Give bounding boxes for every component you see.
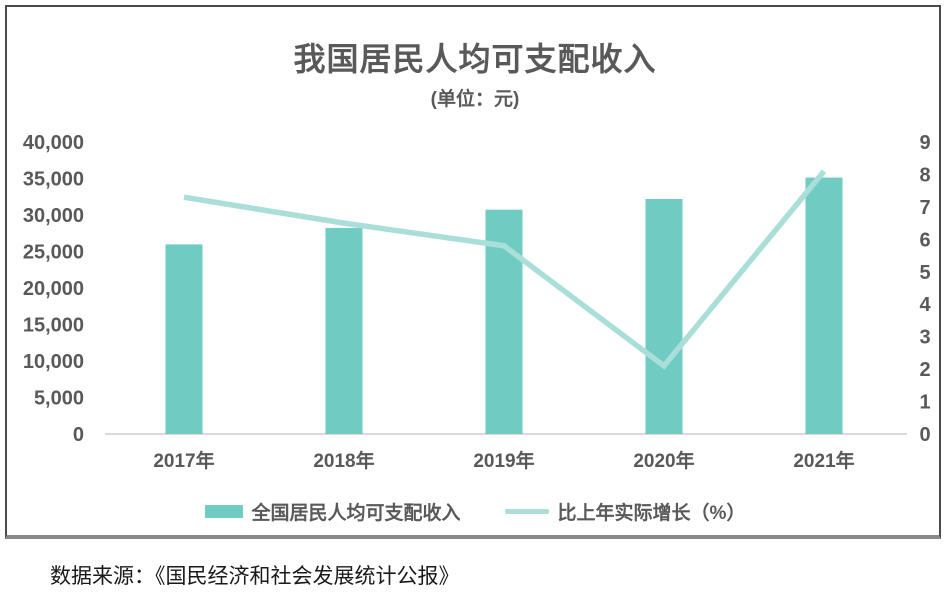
right-axis-tick-label: 3 [919,327,930,349]
chart-title: 我国居民人均可支配收入 [293,41,657,77]
income-bar-2021年 [805,177,843,434]
x-axis-category-label: 2019年 [473,449,534,472]
left-axis-tick-label: 10,000 [23,351,84,373]
right-axis-tick-label: 7 [919,197,930,219]
left-axis-tick-label: 25,000 [23,242,84,264]
left-axis-tick-label: 30,000 [23,205,84,227]
right-axis-tick-label: 8 [919,164,930,186]
right-axis-tick-label: 4 [919,294,931,316]
x-axis-category-label: 2017年 [153,449,214,472]
right-axis-tick-label: 2 [919,359,930,381]
right-axis-tick-label: 5 [919,262,930,284]
chart-legend: 全国居民人均可支配收入 比上年实际增长（%） [0,498,950,525]
legend-label-growth: 比上年实际增长（%） [557,503,746,524]
right-axis-tick-label: 1 [919,392,930,414]
left-axis-tick-label: 40,000 [23,132,84,154]
left-axis-tick-label: 5,000 [34,388,84,410]
x-axis-category-label: 2020年 [633,449,694,472]
line-series-swatch-icon [504,509,549,514]
right-axis-tick-label: 9 [919,132,930,154]
growth-rate-line [183,169,827,370]
left-axis-tick-label: 20,000 [23,278,84,300]
x-axis-category-label: 2018年 [313,449,374,472]
x-axis-category-label: 2021年 [793,449,854,472]
legend-item-income: 全国居民人均可支配收入 [204,498,461,525]
data-source-note: 数据来源：《国民经济和社会发展统计公报》 [50,564,460,588]
income-bar-2017年 [165,244,203,434]
left-axis-tick-label: 15,000 [23,315,84,337]
right-axis-tick-label: 0 [919,424,930,446]
chart-subtitle: (单位：元) [430,89,520,110]
legend-item-growth: 比上年实际增长（%） [504,498,746,525]
left-axis-tick-label: 35,000 [23,169,84,191]
chart-frame [5,5,941,539]
income-bar-2020年 [645,199,683,434]
income-bar-2018年 [325,227,363,434]
right-axis-tick-label: 6 [919,229,930,251]
bar-series-swatch-icon [204,505,243,518]
legend-label-income: 全国居民人均可支配收入 [251,503,461,524]
left-axis-tick-label: 0 [73,424,84,446]
